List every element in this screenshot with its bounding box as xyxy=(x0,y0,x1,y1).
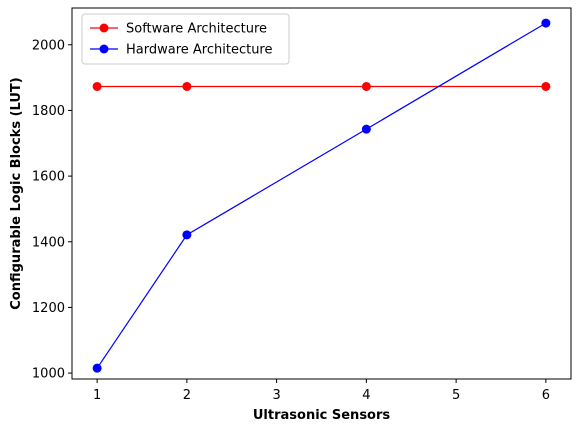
data-point xyxy=(182,230,192,240)
x-tick-label: 5 xyxy=(452,388,460,403)
data-point xyxy=(92,363,102,373)
x-tick-label: 3 xyxy=(272,388,280,403)
x-tick-label: 2 xyxy=(183,388,191,403)
legend-box xyxy=(81,13,290,65)
data-point xyxy=(361,124,371,134)
y-tick-label: 1800 xyxy=(32,104,65,119)
plot-frame xyxy=(71,7,572,380)
y-axis-title: Configurable Logic Blocks (LUT) xyxy=(9,77,24,309)
legend-marker xyxy=(99,44,109,54)
x-axis-title: Ultrasonic Sensors xyxy=(253,408,391,423)
data-point xyxy=(361,81,371,91)
x-tick-label: 6 xyxy=(542,388,550,403)
legend-marker xyxy=(99,23,109,33)
series-layer xyxy=(92,18,551,373)
x-tick-label: 4 xyxy=(362,388,370,403)
data-point xyxy=(182,81,192,91)
series-line-2 xyxy=(96,22,547,369)
y-tick-label: 2000 xyxy=(32,38,65,53)
legend: Software Architecture Hardware Architectu… xyxy=(81,13,290,65)
x-tick-label: 1 xyxy=(93,388,101,403)
y-tick-label: 1600 xyxy=(32,170,65,185)
data-point xyxy=(92,81,102,91)
y-tick-label: 1000 xyxy=(32,367,65,382)
axis-ticks: 1 2 3 4 5 6 1000 1200 1400 1600 1800 2000 xyxy=(32,38,550,403)
legend-label: Software Architecture xyxy=(126,22,267,37)
data-point xyxy=(541,18,551,28)
y-tick-label: 1200 xyxy=(32,301,65,316)
plot-area xyxy=(71,7,572,380)
data-point xyxy=(541,81,551,91)
y-tick-label: 1400 xyxy=(32,235,65,250)
legend-label: Hardware Architecture xyxy=(126,43,273,58)
